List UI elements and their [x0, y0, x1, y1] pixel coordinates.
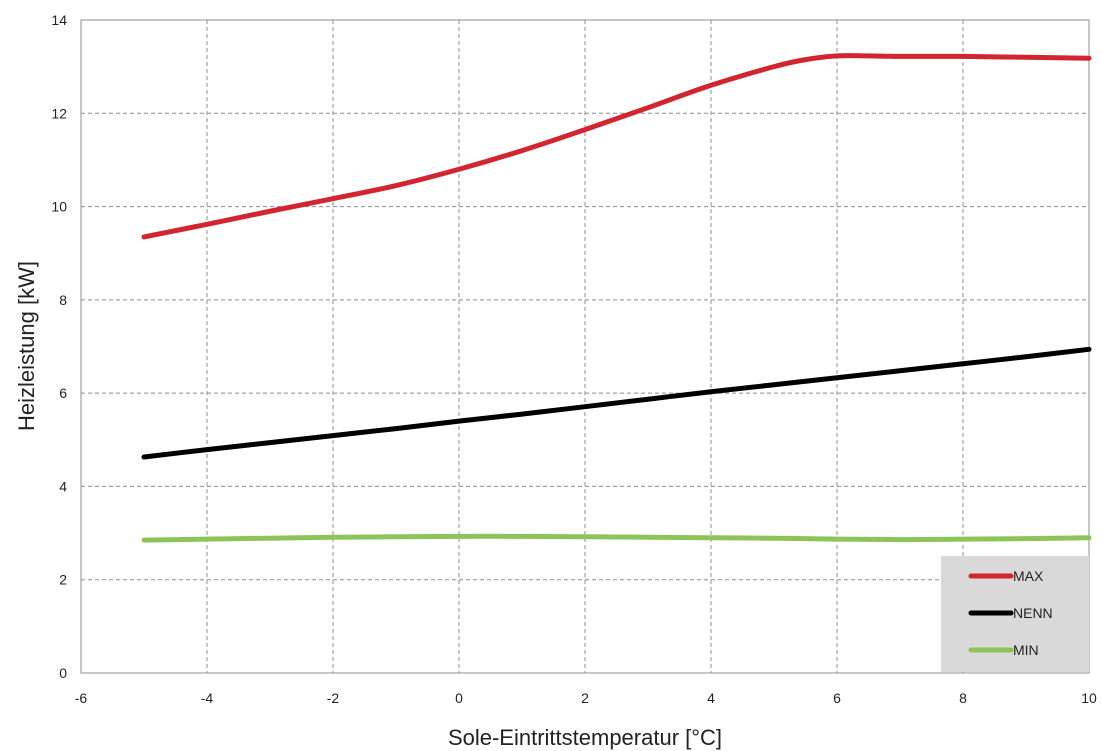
y-tick-label: 8	[59, 292, 67, 308]
series-line-nenn	[141, 346, 1092, 460]
y-tick-label: 4	[59, 478, 67, 494]
x-tick-label: 10	[1081, 690, 1097, 706]
y-tick-label: 6	[59, 385, 67, 401]
legend-box	[941, 556, 1089, 672]
legend: MAX NENN MIN	[941, 556, 1089, 672]
x-tick-label: -4	[201, 690, 214, 706]
legend-label-nenn: NENN	[1013, 605, 1053, 621]
grid-lines	[81, 20, 1089, 673]
y-tick-label: 2	[59, 572, 67, 588]
series-lines	[141, 53, 1092, 543]
legend-label-min: MIN	[1013, 642, 1039, 658]
x-tick-label: 6	[833, 690, 841, 706]
x-tick-label: 2	[581, 690, 589, 706]
x-tick-label: -2	[327, 690, 340, 706]
x-tick-label: 0	[455, 690, 463, 706]
series-line-min	[141, 533, 1092, 543]
x-tick-label: 4	[707, 690, 715, 706]
y-tick-label: 12	[51, 105, 67, 121]
x-axis-title: Sole-Eintrittstemperatur [°C]	[448, 725, 722, 750]
x-tick-label: 8	[959, 690, 967, 706]
series-line-max	[141, 53, 1092, 240]
y-tick-labels: 0 2 4 6 8 10 12 14	[51, 12, 67, 681]
y-tick-label: 14	[51, 12, 67, 28]
legend-label-max: MAX	[1013, 568, 1044, 584]
y-axis-title: Heizleistung [kW]	[14, 261, 39, 431]
plot-frame	[80, 19, 1090, 674]
y-tick-label: 0	[59, 665, 67, 681]
x-tick-label: -6	[75, 690, 88, 706]
y-tick-label: 10	[51, 199, 67, 215]
x-tick-labels: -6 -4 -2 0 2 4 6 8 10	[75, 690, 1097, 706]
